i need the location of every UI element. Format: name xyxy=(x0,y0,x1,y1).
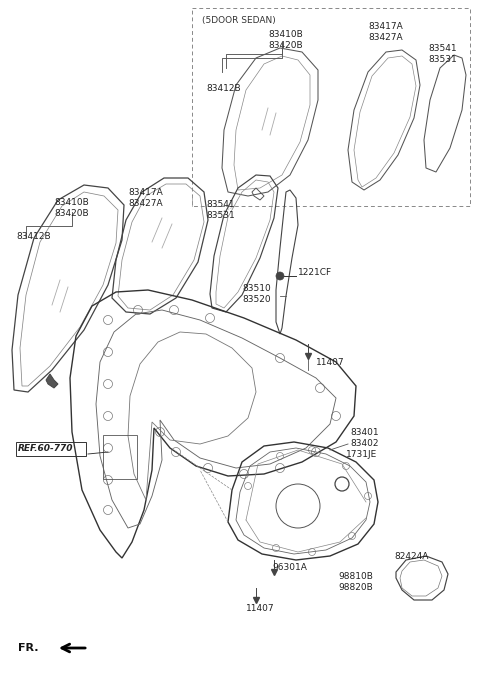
Text: 83541
83531: 83541 83531 xyxy=(428,44,457,64)
Text: 83510
83520: 83510 83520 xyxy=(242,284,271,304)
Text: 11407: 11407 xyxy=(316,358,345,367)
Text: 83417A
83427A: 83417A 83427A xyxy=(128,188,163,208)
Text: 96301A: 96301A xyxy=(272,563,307,572)
Text: 82424A: 82424A xyxy=(394,552,428,561)
Text: 98810B
98820B: 98810B 98820B xyxy=(338,572,373,592)
Text: 83410B
83420B: 83410B 83420B xyxy=(268,30,303,50)
Circle shape xyxy=(276,272,284,280)
Text: (5DOOR SEDAN): (5DOOR SEDAN) xyxy=(202,16,276,25)
Text: 83417A
83427A: 83417A 83427A xyxy=(368,22,403,42)
Text: 11407: 11407 xyxy=(246,604,275,613)
Text: 1731JE: 1731JE xyxy=(346,450,377,459)
Text: 1221CF: 1221CF xyxy=(298,268,332,277)
Text: 83412B: 83412B xyxy=(16,232,50,241)
Text: 83410B
83420B: 83410B 83420B xyxy=(54,198,89,218)
Bar xyxy=(16,442,86,456)
Text: 83541
83531: 83541 83531 xyxy=(206,200,235,220)
Text: 83401
83402: 83401 83402 xyxy=(350,428,379,448)
Polygon shape xyxy=(46,374,58,388)
Bar xyxy=(192,8,470,206)
Text: REF.60-770: REF.60-770 xyxy=(18,444,73,453)
Text: 83412B: 83412B xyxy=(206,84,240,93)
Text: FR.: FR. xyxy=(18,643,38,653)
